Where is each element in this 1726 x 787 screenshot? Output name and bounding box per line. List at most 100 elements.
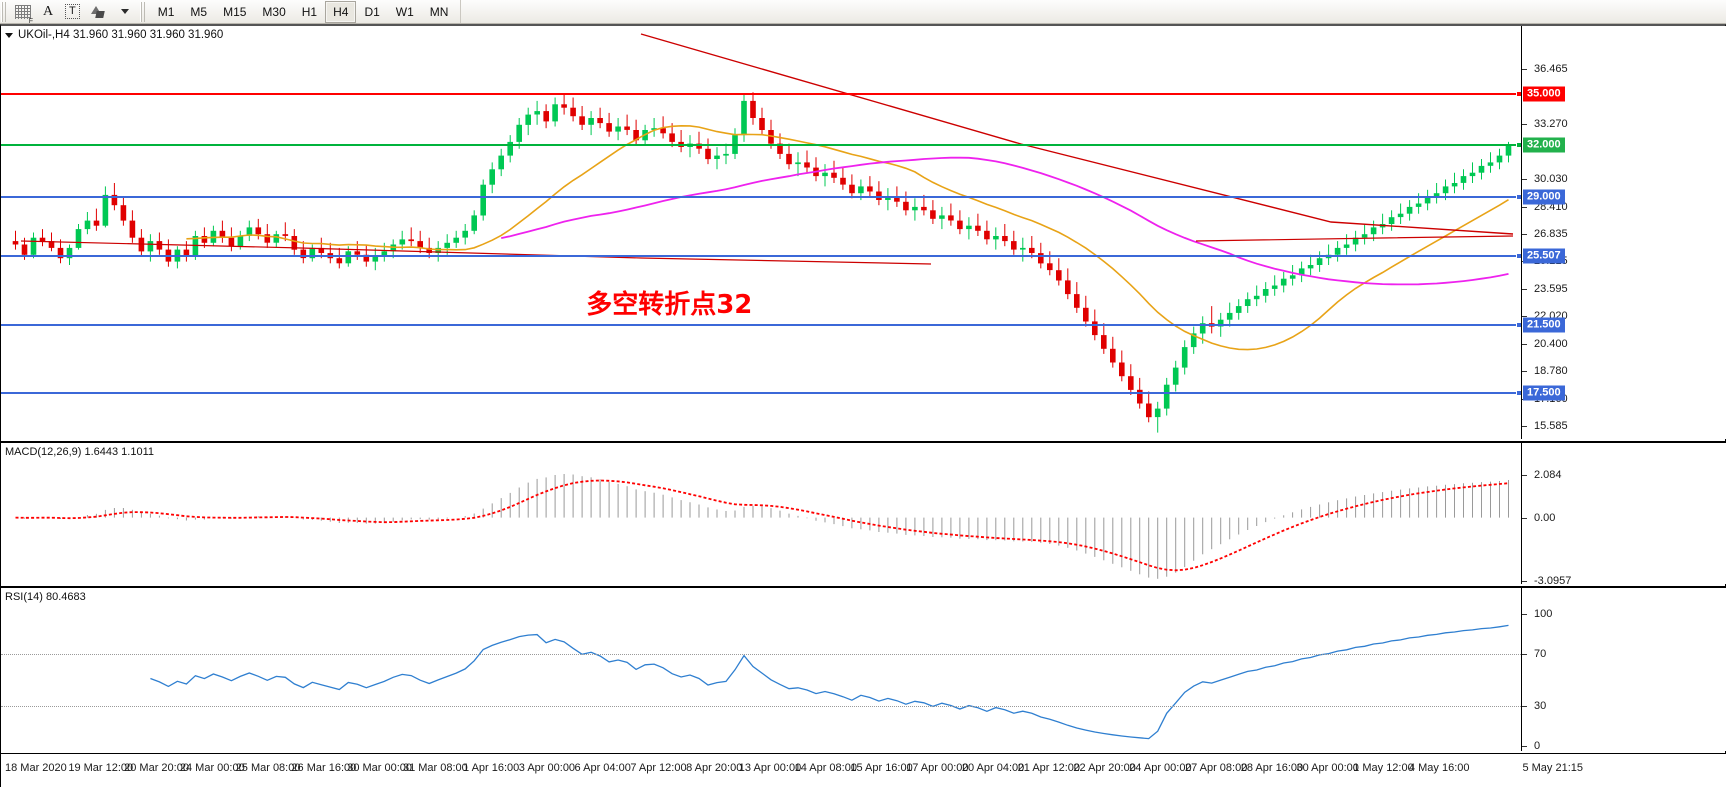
price-line-29-000[interactable] (1, 193, 1522, 200)
letter-t-glyph: T (65, 4, 80, 19)
time-axis-tick: 25 Mar 08:00 (235, 762, 301, 774)
time-axis-tick: 30 Apr 00:00 (1296, 762, 1359, 774)
time-axis-tick: 24 Apr 00:00 (1129, 762, 1192, 774)
chevron-down-icon (5, 32, 13, 38)
price-axis-tick: 20.400 (1522, 338, 1568, 350)
timeframe-m1[interactable]: M1 (157, 4, 175, 19)
price-axis-tick: 23.595 (1522, 283, 1568, 295)
text-box-icon[interactable]: T (60, 1, 85, 22)
time-axis-tick: 18 Mar 2020 (5, 762, 67, 774)
chart-annotation-text: 多空转折点32 (586, 290, 753, 321)
timeframe-h1[interactable]: H1 (301, 4, 318, 19)
macd-legend: MACD(12,26,9) 1.6443 1.1011 (5, 446, 154, 458)
macd-plot-area[interactable] (1, 443, 1521, 584)
main-toolbar: A T M1 M5 M15 M30 H1 H4 D1 W1 MN (0, 0, 1726, 25)
price-axis-tick: 26.835 (1522, 228, 1568, 240)
time-axis-tick: 15 Apr 16:00 (850, 762, 913, 774)
time-axis-tick: 21 Apr 12:00 (1017, 762, 1081, 774)
price-level-tag-29-000[interactable]: 29.000 (1523, 189, 1565, 205)
time-axis-tick: 19 Mar 12:00 (68, 762, 134, 774)
price-level-tag-25-507[interactable]: 25.507 (1523, 248, 1565, 264)
grid-glyph (15, 4, 33, 25)
timeframe-d1[interactable]: D1 (364, 4, 380, 19)
rsi-level-30 (1, 706, 1521, 708)
rsi-series-canvas (150, 624, 1509, 740)
time-axis-tick: 7 Apr 12:00 (630, 762, 687, 774)
price-line-35-000[interactable] (1, 91, 1522, 98)
price-line-17-500[interactable] (1, 390, 1522, 397)
time-axis-tick: 20 Mar 20:00 (124, 762, 189, 774)
rsi-axis-tick: 70 (1522, 648, 1546, 660)
macd-axis-tick: -3.0957 (1522, 575, 1571, 584)
time-axis-tick: 3 Apr 00:00 (518, 762, 576, 774)
timeframe-m30[interactable]: M30 (262, 4, 286, 19)
price-series-canvas (12, 33, 1514, 433)
timeframe-m15[interactable]: M15 (223, 4, 247, 19)
time-axis-tick: 13 Apr 00:00 (738, 762, 802, 774)
timeframe-m5[interactable]: M5 (190, 4, 208, 19)
macd-axis-tick: 0.00 (1522, 512, 1555, 524)
macd-series-canvas (15, 474, 1509, 579)
time-axis[interactable]: 18 Mar 2020 19 Mar 12:00 20 Mar 20:00 24 Ma… (1, 753, 1726, 787)
time-axis-tick: 30 Mar 00:00 (347, 762, 413, 774)
time-axis-tick: 1 Apr 16:00 (463, 762, 520, 774)
time-axis-tick: 14 Apr 08:00 (794, 762, 857, 774)
text-A-icon[interactable]: A (36, 1, 60, 22)
toolbar-separator (139, 1, 147, 22)
macd-axis[interactable]: 2.084 0.00 -3.0957 (1521, 443, 1726, 584)
time-tick-container: 18 Mar 2020 19 Mar 12:00 20 Mar 20:00 24 Ma… (1, 754, 1583, 787)
time-axis-tick: 6 Apr 04:00 (574, 762, 631, 774)
crosshair-grid-icon[interactable] (10, 1, 36, 25)
timeframe-w1[interactable]: W1 (395, 4, 414, 19)
symbol-ohlc-text: UKOil-,H4 31.960 31.960 31.960 31.960 (18, 29, 224, 41)
time-axis-tick: 28 Apr 16:00 (1240, 762, 1304, 774)
price-axis-tick: 15.585 (1522, 420, 1568, 432)
chevron-down-icon (120, 9, 129, 14)
time-axis-tick: 4 May 16:00 (1408, 762, 1470, 774)
price-plot-area[interactable]: 多空转折点32 (1, 26, 1522, 439)
toolbar-empty-area (460, 0, 1726, 23)
price-pane: UKOil-,H4 31.960 31.960 31.960 31.960 多空… (1, 26, 1726, 439)
time-axis-tick: 24 Mar 00:00 (179, 762, 245, 774)
time-axis-tick: 22 Apr 20:00 (1073, 762, 1136, 774)
rsi-axis-tick: 100 (1522, 608, 1552, 620)
price-axis-tick: 18.780 (1522, 365, 1568, 377)
time-axis-tick: 26 Mar 16:00 (291, 762, 357, 774)
time-axis-tick: 17 Apr 00:00 (906, 762, 969, 774)
price-line-21-500[interactable] (1, 321, 1522, 328)
macd-axis-tick: 2.084 (1522, 469, 1562, 481)
price-line-32-000[interactable] (1, 142, 1522, 149)
letter-a-glyph: A (42, 3, 54, 19)
rsi-plot-area[interactable] (1, 588, 1521, 751)
price-axis-tick: 30.030 (1522, 173, 1568, 185)
toolbar-drag-handle[interactable] (1, 1, 8, 22)
chart-frame: UKOil-,H4 31.960 31.960 31.960 31.960 多空… (0, 24, 1726, 787)
rsi-pane: RSI(14) 80.4683 100 70 30 0 (1, 586, 1726, 751)
symbol-legend[interactable]: UKOil-,H4 31.960 31.960 31.960 31.960 (5, 29, 223, 41)
price-level-tag-21-500[interactable]: 21.500 (1523, 317, 1565, 333)
time-axis-tick: 1 May 12:00 (1353, 762, 1414, 774)
timeframe-h4[interactable]: H4 (325, 0, 357, 23)
macd-pane: MACD(12,26,9) 1.6443 1.1011 2.084 0.00 -3.… (1, 441, 1726, 584)
shapes-dropdown-button[interactable] (113, 1, 137, 22)
rsi-legend: RSI(14) 80.4683 (5, 591, 86, 603)
price-level-tag-17-500[interactable]: 17.500 (1523, 385, 1565, 401)
time-axis-tick: 20 Apr 04:00 (961, 762, 1025, 774)
price-level-tag-32-000[interactable]: 32.000 (1523, 137, 1565, 153)
rsi-axis-tick: 30 (1522, 700, 1546, 712)
price-level-tag-35-000[interactable]: 35.000 (1523, 86, 1565, 102)
rsi-axis[interactable]: 100 70 30 0 (1521, 588, 1726, 751)
price-line-25-507[interactable] (1, 253, 1522, 260)
time-axis-tick: 8 Apr 20:00 (686, 762, 743, 774)
rsi-axis-tick: 0 (1522, 740, 1540, 751)
rsi-level-70 (1, 653, 1521, 655)
price-axis-tick: 33.270 (1522, 118, 1568, 130)
time-axis-tick: 5 May 21:15 (1522, 762, 1583, 774)
time-axis-tick: 31 Mar 08:00 (402, 762, 468, 774)
shapes-glyph (90, 5, 108, 19)
timeframe-mn[interactable]: MN (429, 4, 449, 19)
price-axis[interactable]: 36.46533.27030.03028.41026.83525.21523.5… (1521, 26, 1726, 439)
shapes-icon[interactable] (85, 1, 113, 22)
time-axis-tick: 27 Apr 08:00 (1184, 762, 1248, 774)
